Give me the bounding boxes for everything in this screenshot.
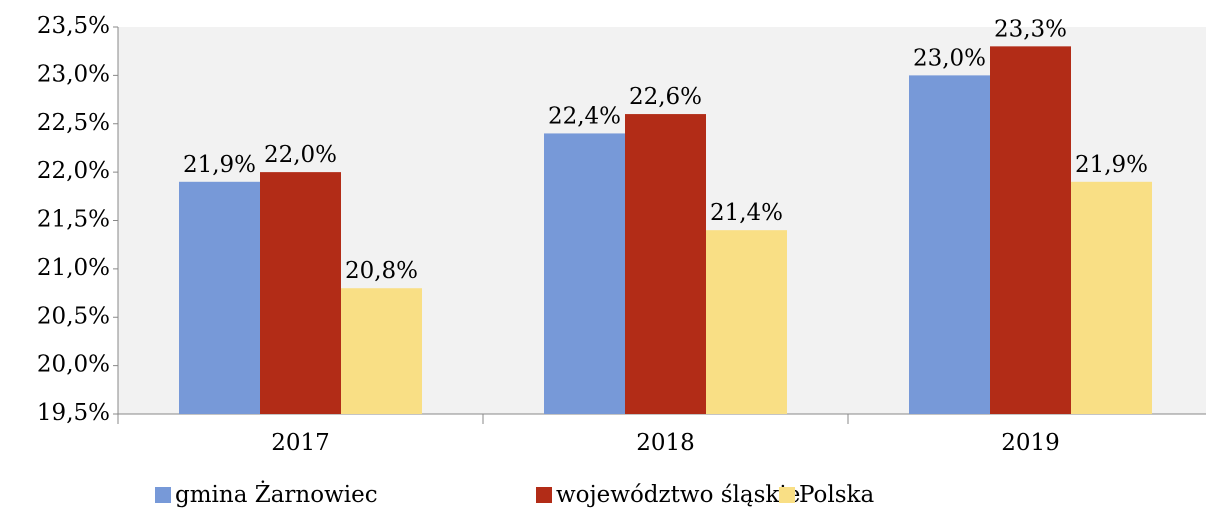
y-tick-label: 23,0% [37,61,110,87]
bar [1071,181,1152,414]
y-tick-label: 20,5% [37,303,110,329]
data-label: 23,3% [994,16,1067,42]
bar [341,288,422,414]
x-tick-label: 2018 [636,430,695,456]
bar [260,172,341,414]
y-tick-label: 21,0% [37,255,110,281]
legend-label: województwo śląskie [556,482,800,508]
y-tick-label: 23,5% [37,13,110,39]
bar [909,75,990,414]
bar [706,230,787,414]
legend-swatch [536,487,552,503]
x-tick-label: 2019 [1001,430,1060,456]
y-tick-label: 22,5% [37,110,110,136]
data-label: 20,8% [345,258,418,284]
y-tick-label: 22,0% [37,158,110,184]
bar [625,114,706,414]
bar [179,181,260,414]
legend-swatch [779,487,795,503]
bar [544,133,625,415]
bar [990,46,1071,414]
data-label: 22,6% [629,84,702,110]
legend-swatch [155,487,171,503]
y-tick-label: 21,5% [37,207,110,233]
data-label: 21,9% [1075,152,1148,178]
legend-label: gmina Żarnowiec [175,481,378,508]
x-tick-label: 2017 [271,430,330,456]
data-label: 23,0% [913,45,986,71]
data-label: 21,4% [710,200,783,226]
y-tick-label: 19,5% [37,400,110,426]
y-tick-label: 20,0% [37,352,110,378]
data-label: 22,4% [548,103,621,129]
data-label: 21,9% [183,152,256,178]
legend-label: Polska [799,482,874,508]
data-label: 22,0% [264,142,337,168]
